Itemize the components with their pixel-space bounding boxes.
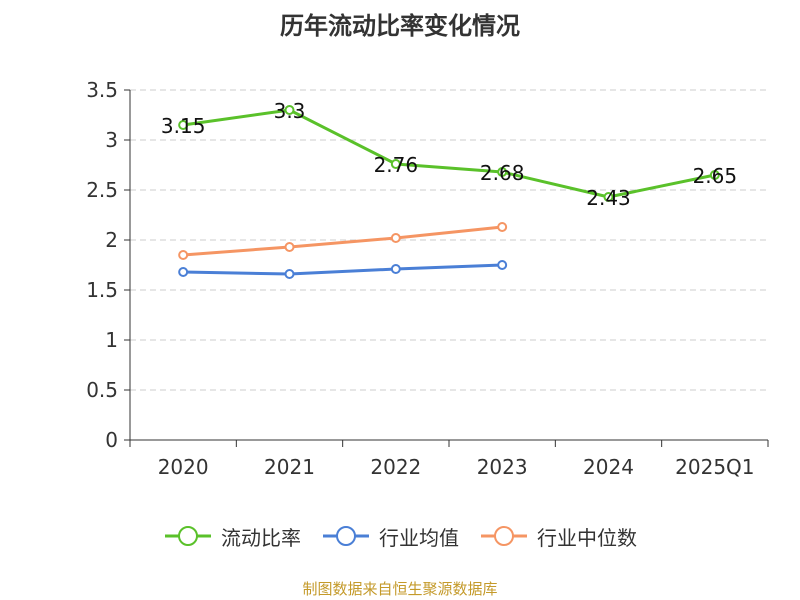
data-point[interactable] — [178, 250, 189, 260]
series-lines — [178, 105, 720, 279]
data-point[interactable] — [497, 222, 508, 232]
y-tick-label: 2 — [105, 228, 118, 252]
legend-label: 流动比率 — [221, 525, 301, 550]
axes: 0 0.5 1 1.5 2 2.5 3 3.5 2020 2021 2022 2023 2024 2025… — [86, 78, 769, 479]
series-line-2 — [183, 225, 503, 257]
x-tick-label: 2021 — [264, 455, 315, 479]
source-note: 制图数据来自恒生聚源数据库 — [302, 580, 498, 598]
legend-label: 行业中位数 — [537, 525, 637, 550]
data-label: 2.68 — [480, 161, 525, 185]
y-tick-label: 3.5 — [86, 78, 118, 102]
x-tick-label: 2023 — [477, 455, 528, 479]
data-label: 3.3 — [274, 99, 306, 123]
legend-item[interactable]: 行业中位数 — [479, 522, 637, 551]
series-line-1 — [183, 263, 503, 276]
data-label: 3.15 — [161, 114, 206, 138]
x-tick-label: 2022 — [370, 455, 421, 479]
data-point[interactable] — [390, 159, 401, 169]
data-point[interactable] — [284, 242, 295, 252]
data-label: 2.43 — [586, 186, 631, 210]
data-point[interactable] — [390, 264, 401, 274]
data-point[interactable] — [603, 192, 614, 202]
y-tick-label: 0.5 — [86, 378, 118, 402]
data-point[interactable] — [709, 170, 720, 180]
legend-item[interactable]: 行业均值 — [321, 522, 459, 551]
y-tick-label: 0 — [105, 428, 118, 452]
data-labels: 3.15 3.3 2.76 2.68 2.43 2.65 — [161, 99, 737, 210]
legend-marker-icon — [481, 526, 527, 546]
x-tick-label: 2020 — [158, 455, 209, 479]
y-tick-label: 3 — [105, 128, 118, 152]
data-label: 2.76 — [374, 153, 419, 177]
legend: 流动比率 行业均值 行业中位数 — [0, 520, 800, 552]
data-point[interactable] — [178, 120, 189, 130]
data-point[interactable] — [497, 260, 508, 270]
data-label: 2.65 — [693, 164, 738, 188]
series-line-0 — [182, 108, 716, 199]
grid-lines — [130, 89, 768, 391]
y-tick-label: 1.5 — [86, 278, 118, 302]
chart-title: 历年流动比率变化情况 — [280, 12, 520, 40]
x-tick-label: 2024 — [583, 455, 634, 479]
data-point[interactable] — [284, 269, 295, 279]
legend-marker-icon — [165, 526, 211, 546]
legend-label: 行业均值 — [379, 525, 459, 550]
data-point[interactable] — [284, 105, 295, 115]
data-point[interactable] — [497, 167, 508, 177]
y-tick-label: 1 — [105, 328, 118, 352]
legend-item[interactable]: 流动比率 — [163, 522, 301, 551]
y-tick-label: 2.5 — [86, 178, 118, 202]
data-point[interactable] — [390, 233, 401, 243]
x-tick-label: 2025Q1 — [675, 455, 754, 479]
legend-marker-icon — [323, 526, 369, 546]
data-point[interactable] — [178, 267, 189, 277]
